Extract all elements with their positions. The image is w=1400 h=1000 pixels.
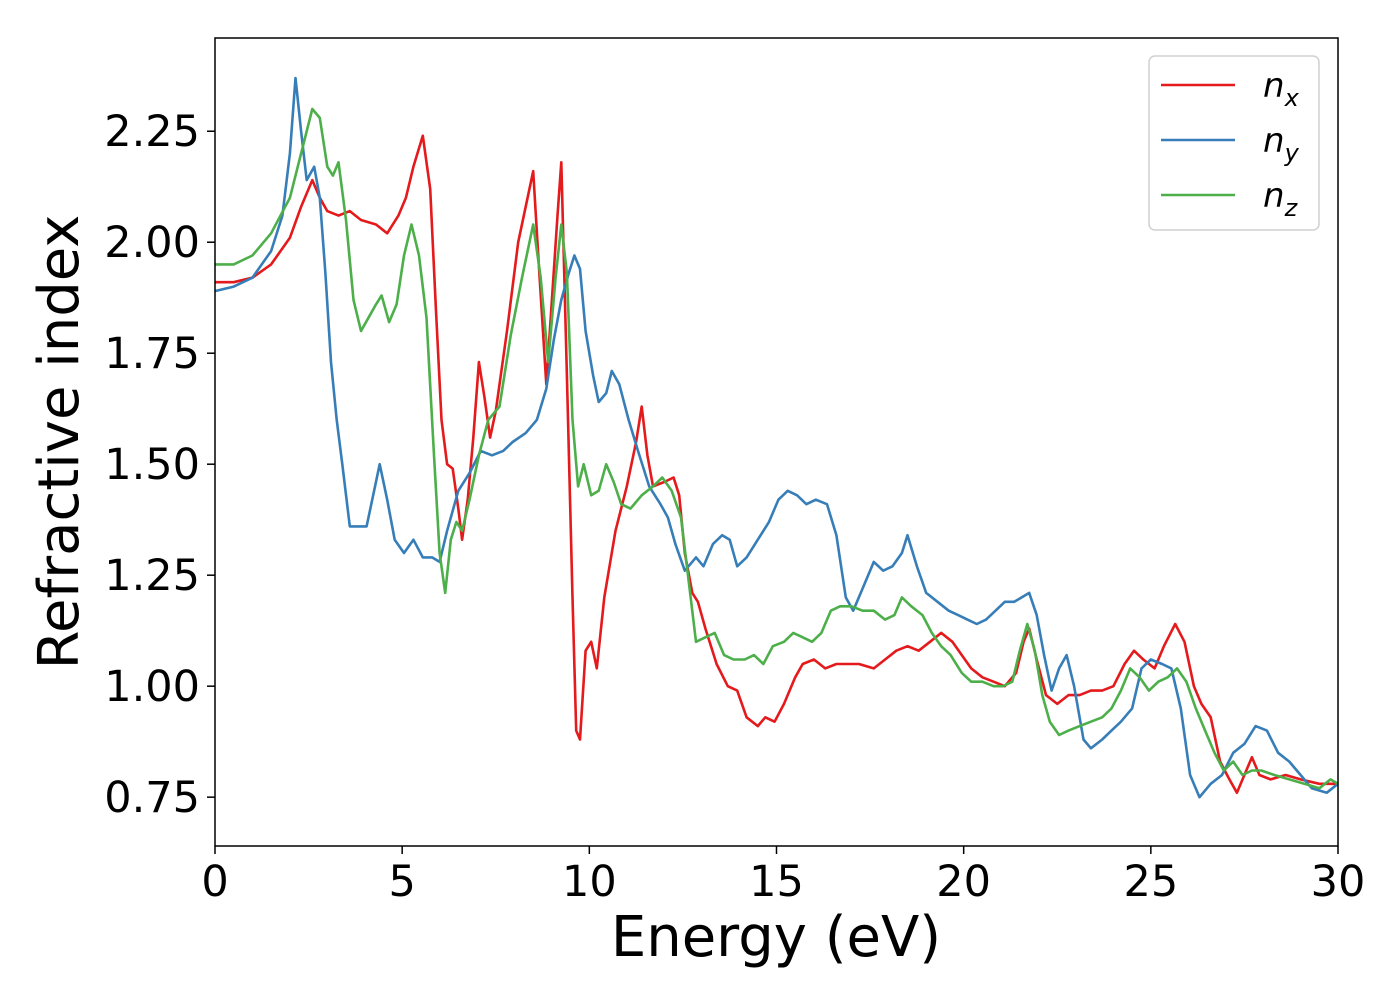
legend-label-base: n bbox=[1263, 121, 1285, 161]
legend-label-base: n bbox=[1263, 66, 1285, 106]
x-tick-label: 0 bbox=[201, 857, 228, 907]
y-tick-label: 1.50 bbox=[104, 440, 200, 490]
series-line-nx bbox=[215, 134, 1338, 794]
y-tick-label: 1.25 bbox=[104, 551, 200, 601]
legend-label-subscript: x bbox=[1284, 84, 1300, 112]
legend-label-nx: nx bbox=[1263, 66, 1300, 112]
series-line-ny bbox=[215, 76, 1338, 799]
y-axis: 0.75 1.00 1.25 1.50 1.75 2.00 2.25 bbox=[104, 107, 215, 823]
x-tick-label: 15 bbox=[749, 857, 804, 907]
x-axis: 0 5 10 15 20 25 30 bbox=[201, 846, 1365, 907]
x-tick-label: 20 bbox=[936, 857, 991, 907]
y-tick-label: 2.00 bbox=[104, 218, 200, 268]
x-tick-label: 10 bbox=[562, 857, 617, 907]
legend-label-subscript: z bbox=[1284, 194, 1299, 222]
y-tick-label: 1.00 bbox=[104, 662, 200, 712]
legend-frame bbox=[1148, 55, 1320, 231]
y-tick-label: 1.75 bbox=[104, 329, 200, 379]
series-line-nz bbox=[215, 107, 1338, 790]
legend-label-base: n bbox=[1263, 176, 1285, 216]
y-axis-label: Refractive index bbox=[27, 215, 92, 670]
y-tick-label: 0.75 bbox=[104, 773, 200, 823]
series-layer bbox=[215, 76, 1338, 799]
legend-label-subscript: y bbox=[1284, 139, 1300, 167]
x-tick-label: 30 bbox=[1311, 857, 1366, 907]
legend-label-ny: ny bbox=[1263, 121, 1300, 167]
x-tick-label: 25 bbox=[1123, 857, 1178, 907]
legend-label-nz: nz bbox=[1263, 176, 1299, 222]
x-tick-label: 5 bbox=[388, 857, 415, 907]
x-axis-label: Energy (eV) bbox=[611, 905, 941, 970]
y-tick-label: 2.25 bbox=[104, 107, 200, 157]
